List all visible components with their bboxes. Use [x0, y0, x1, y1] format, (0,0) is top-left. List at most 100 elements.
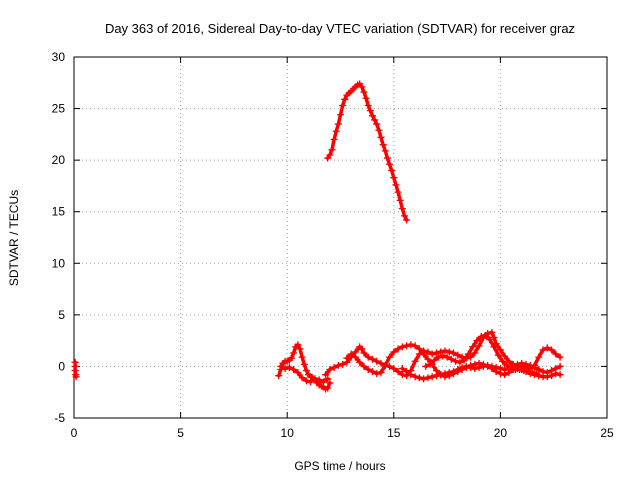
data-point	[360, 88, 368, 96]
data-point	[379, 141, 387, 149]
data-point	[449, 368, 457, 376]
data-point	[390, 348, 398, 356]
data-point	[398, 371, 406, 379]
x-tick-label: 10	[281, 426, 295, 440]
data-point	[432, 372, 440, 380]
data-point	[422, 362, 430, 370]
data-point	[368, 355, 376, 363]
data-point	[390, 364, 398, 372]
data-point	[373, 370, 381, 378]
data-point	[486, 336, 494, 344]
data-point	[543, 344, 551, 352]
data-point	[452, 357, 460, 365]
data-point	[398, 364, 406, 372]
data-point	[394, 345, 402, 353]
data-point	[496, 346, 504, 354]
series-early	[71, 358, 80, 381]
data-point	[366, 107, 374, 115]
data-point	[556, 362, 564, 370]
data-point	[358, 345, 366, 353]
data-point	[383, 154, 391, 162]
data-point	[337, 111, 344, 119]
data-point	[302, 367, 310, 375]
series-arc-e	[398, 359, 564, 383]
data-point	[437, 371, 445, 379]
data-point	[285, 363, 293, 371]
data-point	[294, 341, 302, 349]
data-point	[424, 348, 432, 356]
data-point	[488, 328, 496, 336]
data-point	[528, 369, 536, 377]
y-tick-label: 15	[52, 205, 66, 219]
data-point	[533, 370, 541, 378]
x-axis-label: GPS time / hours	[294, 459, 385, 473]
data-point	[322, 371, 330, 379]
chart-title: Day 363 of 2016, Sidereal Day-to-day VTE…	[105, 21, 575, 36]
data-point	[428, 350, 436, 358]
data-point	[298, 374, 306, 382]
data-point	[428, 373, 436, 381]
data-point	[311, 375, 319, 383]
data-point	[475, 363, 483, 371]
data-point	[326, 366, 334, 374]
data-point	[373, 357, 381, 365]
data-point	[377, 359, 385, 367]
data-point	[471, 349, 479, 357]
data-point	[364, 353, 372, 361]
plot-frame	[73, 56, 608, 419]
data-point	[481, 331, 489, 339]
data-point	[358, 83, 366, 91]
data-point	[435, 353, 443, 361]
data-point	[368, 112, 376, 120]
data-point	[454, 351, 462, 359]
data-point	[535, 353, 543, 361]
data-point	[445, 369, 453, 377]
data-point	[294, 369, 302, 377]
data-point	[330, 363, 338, 371]
series-arc-c	[322, 328, 564, 380]
data-point	[381, 147, 389, 155]
data-point	[407, 341, 415, 349]
data-point	[290, 366, 298, 374]
data-point	[516, 366, 524, 374]
data-point	[443, 353, 451, 361]
data-point	[522, 360, 530, 368]
data-point	[341, 95, 349, 103]
data-point	[437, 348, 445, 356]
data-point	[460, 356, 468, 364]
data-point	[375, 126, 383, 134]
data-point	[524, 368, 532, 376]
data-point	[368, 368, 376, 376]
data-point	[548, 367, 556, 375]
data-point	[390, 174, 398, 182]
data-point	[411, 373, 419, 381]
y-tick-label: 5	[58, 308, 65, 322]
data-point	[449, 349, 457, 357]
data-point	[364, 101, 372, 109]
data-point	[462, 362, 470, 370]
data-point	[362, 94, 370, 102]
data-point	[296, 345, 304, 353]
data-point	[492, 363, 500, 371]
data-point	[441, 347, 449, 355]
data-point	[400, 212, 408, 220]
data-point	[415, 345, 423, 353]
data-point	[424, 355, 432, 363]
data-series	[71, 80, 564, 393]
data-point	[72, 373, 80, 381]
series-arc-f	[422, 331, 541, 378]
data-point	[526, 361, 534, 369]
y-tick-label: 30	[52, 50, 66, 64]
data-point	[334, 361, 342, 369]
data-point	[398, 205, 406, 213]
data-point	[326, 151, 334, 159]
data-point	[475, 342, 483, 350]
data-point	[471, 364, 479, 372]
data-point	[473, 337, 481, 345]
data-point	[386, 353, 394, 361]
data-point	[458, 363, 466, 371]
data-point	[456, 358, 464, 366]
data-point	[377, 369, 385, 377]
data-point	[552, 350, 560, 358]
